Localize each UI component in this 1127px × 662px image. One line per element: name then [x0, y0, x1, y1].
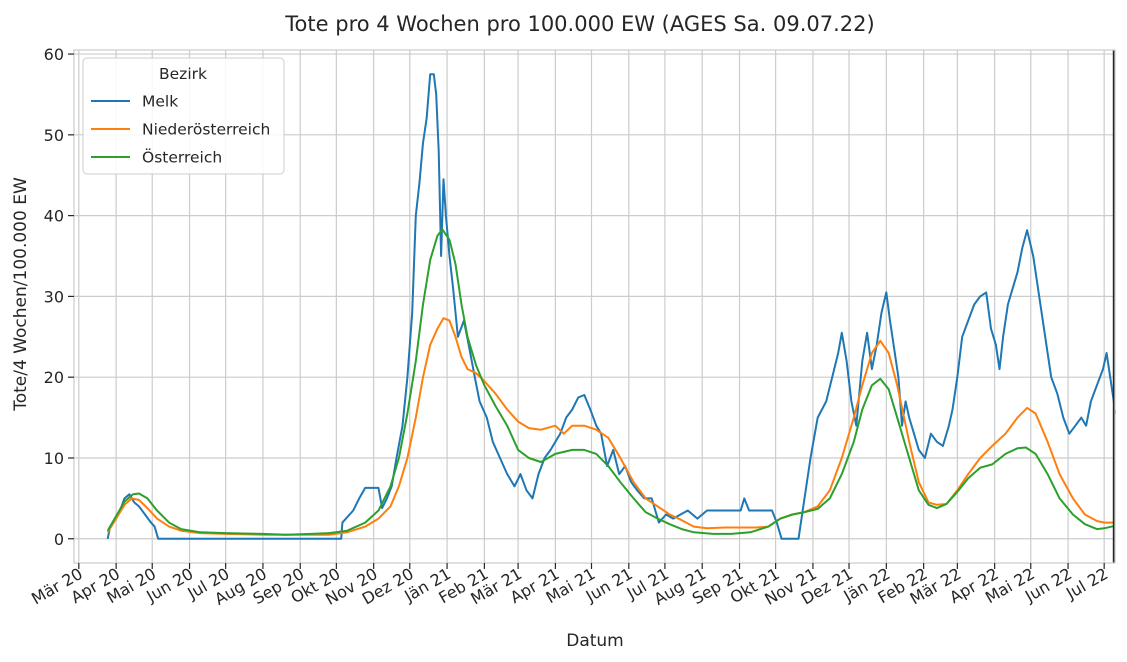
series-line-Österreich [106, 228, 1116, 536]
y-tick-label: 60 [44, 45, 64, 64]
y-tick-label: 40 [44, 207, 64, 226]
y-axis-label: Tote/4 Wochen/100.000 EW [11, 177, 31, 412]
plot-frame [73, 49, 1116, 564]
x-tick-label: Jul 22 [1062, 564, 1111, 603]
y-tick-label: 20 [44, 368, 64, 387]
y-tick-label: 10 [44, 449, 64, 468]
y-tick-label: 50 [44, 126, 64, 145]
chart-title: Tote pro 4 Wochen pro 100.000 EW (AGES S… [284, 12, 874, 36]
legend-title: Bezirk [159, 65, 207, 83]
legend-entry: Niederösterreich [142, 121, 270, 139]
y-axis-ticks: 0 10 20 30 40 50 60 [44, 45, 74, 549]
series-line-Niederösterreich [106, 317, 1115, 536]
legend-entry: Melk [142, 93, 178, 111]
y-tick-label: 30 [44, 287, 64, 306]
series-line-Melk [106, 73, 1116, 540]
series-lines [106, 73, 1116, 540]
legend: Bezirk Melk Niederösterreich Österreich [82, 57, 285, 175]
legend-entry: Österreich [142, 148, 222, 167]
y-tick-label: 0 [54, 530, 64, 549]
x-axis-label: Datum [566, 631, 624, 651]
legend-box [82, 57, 285, 175]
